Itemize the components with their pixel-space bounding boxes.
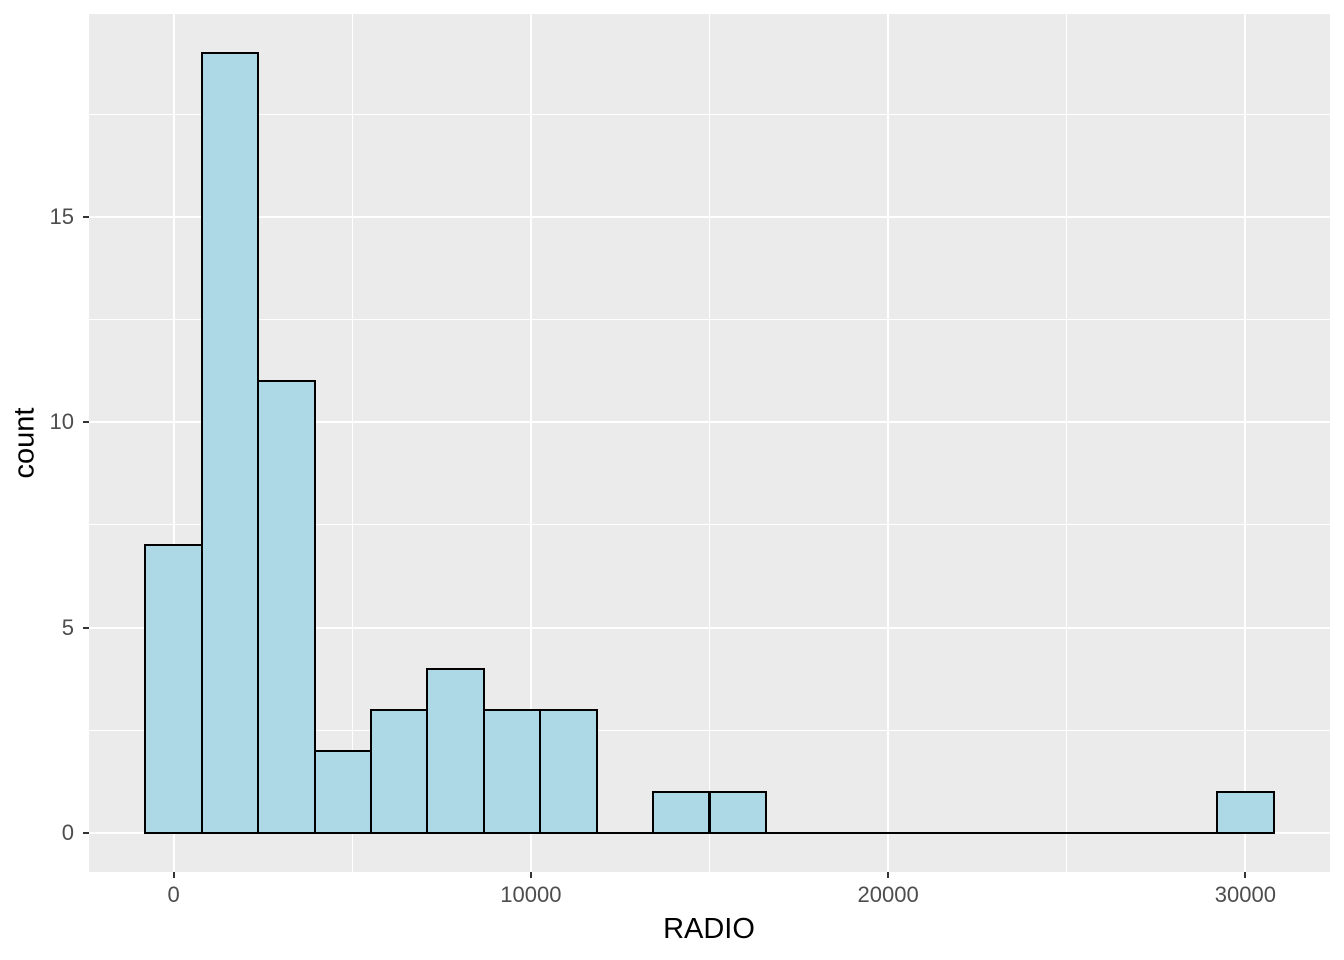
x-tick-label: 20000 (857, 882, 919, 907)
x-tick-mark (887, 872, 890, 878)
x-tick-mark (172, 872, 175, 878)
histogram-bar (144, 544, 203, 834)
x-tick-mark (529, 872, 532, 878)
x-axis-title: RADIO (663, 913, 755, 945)
y-tick-label: 5 (61, 614, 74, 640)
histogram-bar (370, 708, 429, 834)
y-tick-label: 15 (49, 203, 74, 229)
histogram-bar (1216, 790, 1275, 834)
y-minor-gridline (89, 524, 1330, 526)
x-tick-label: 30000 (1214, 882, 1276, 907)
x-major-gridline (529, 13, 532, 872)
histogram-bar (652, 790, 711, 834)
x-tick-label: 10000 (500, 882, 562, 907)
y-tick-mark (83, 215, 89, 218)
y-major-gridline (89, 421, 1330, 424)
y-tick-mark (83, 831, 89, 834)
histogram-bar (482, 708, 542, 834)
x-major-gridline (1244, 13, 1247, 872)
histogram-bar (200, 51, 260, 834)
y-major-gridline (89, 215, 1330, 218)
x-major-gridline (887, 13, 890, 872)
x-minor-gridline (709, 13, 710, 872)
histogram-bar (257, 380, 316, 834)
y-minor-gridline (89, 729, 1330, 731)
histogram-bar (426, 667, 485, 834)
y-tick-label: 0 (61, 819, 74, 845)
x-tick-label: 0 (167, 882, 180, 907)
histogram-bar (708, 790, 767, 834)
y-tick-label: 10 (49, 409, 74, 435)
histogram-bar (539, 708, 598, 834)
y-tick-mark (83, 421, 89, 424)
x-tick-mark (1244, 872, 1247, 878)
y-minor-gridline (89, 113, 1330, 115)
histogram-bar (313, 749, 373, 834)
y-minor-gridline (89, 319, 1330, 321)
x-minor-gridline (1066, 13, 1068, 872)
x-major-gridline (172, 13, 175, 872)
y-major-gridline (89, 626, 1330, 629)
x-minor-gridline (351, 13, 353, 872)
plot-panel (89, 13, 1330, 872)
y-tick-mark (83, 626, 89, 629)
